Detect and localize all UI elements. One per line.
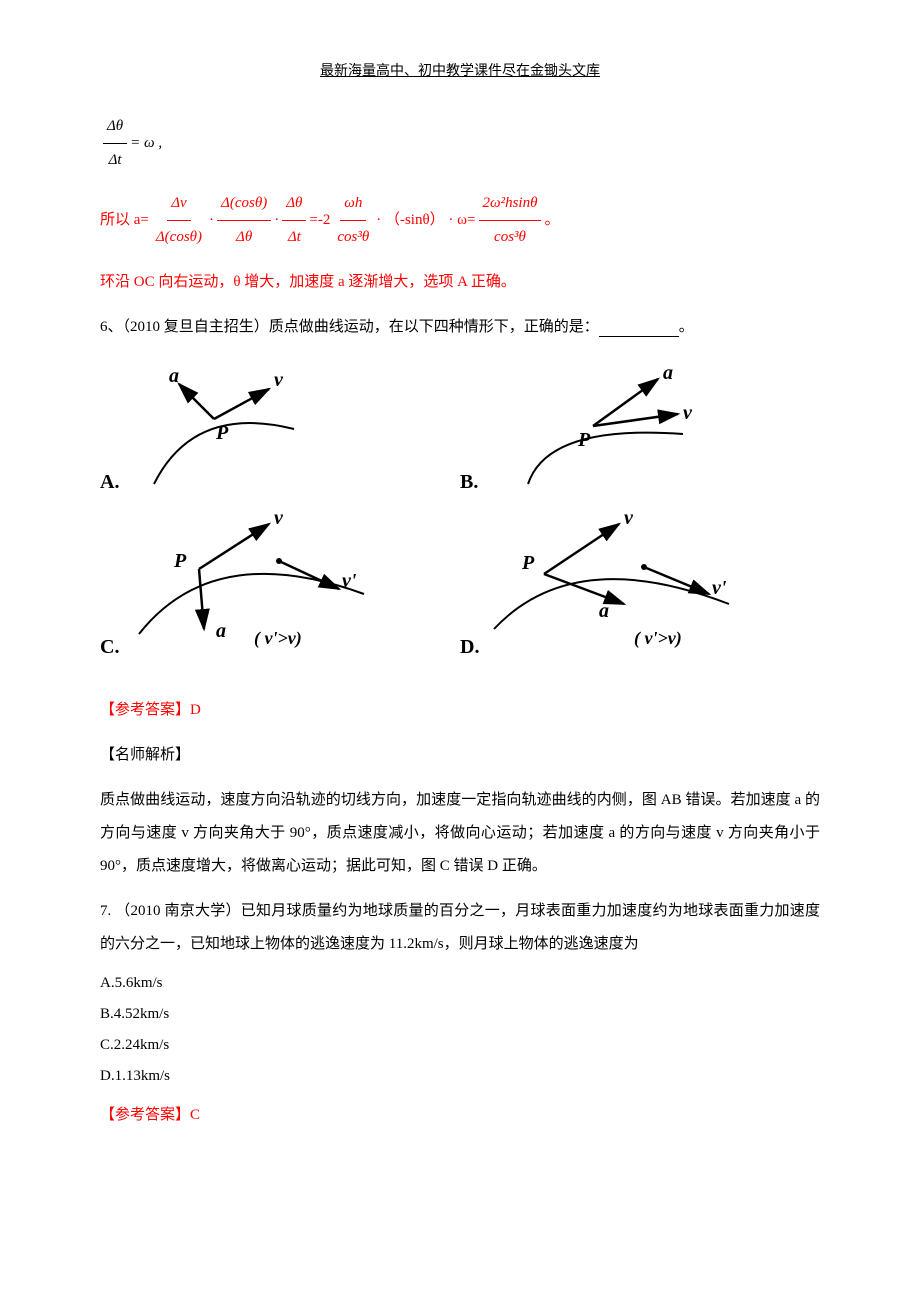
blank-line [599,319,679,337]
figure-B: B. a v P [460,364,820,494]
diagram-C: v a P v' ( v'>v) [124,509,384,659]
a-label-A: a [169,365,179,387]
option-7-D: D.1.13km/s [100,1068,820,1085]
answer-7-value: C [190,1107,200,1123]
analysis-text: 质点做曲线运动，速度方向沿轨迹的切线方向，加速度一定指向轨迹曲线的内侧，图 AB… [100,784,820,883]
v-label-A: v [274,369,284,391]
equation-2: 所以 a= Δv Δ(cosθ) · Δ(cosθ) Δθ · Δθ Δt =-… [100,187,820,254]
eq2-frac1: Δv Δ(cosθ) [152,187,206,254]
answer-7: 【参考答案】C [100,1099,820,1132]
question-6-text: 6、（2010 复旦自主招生）质点做曲线运动，在以下四种情形下，正确的是： [100,319,599,335]
option-7-A: A.5.6km/s [100,975,820,992]
question-7-text: 7. （2010 南京大学）已知月球质量约为地球质量的百分之一，月球表面重力加速… [100,903,820,952]
v-label-D: v [624,509,634,529]
eq2-suffix: 。 [544,204,559,237]
figure-C: C. v a P v' ( v'>v) [100,509,460,659]
p-label-D: P [521,552,535,574]
equation-1: Δθ Δt = ω , [100,110,820,177]
page-header: 最新海量高中、初中教学课件尽在金锄头文库 [100,60,820,80]
a-label-D: a [599,600,609,622]
figure-A: A. a v P [100,364,460,494]
label-B: B. [460,471,478,494]
diagram-D: v a P v' ( v'>v) [484,509,744,659]
eq1-equals: = ω , [130,127,162,160]
p-label-B: P [577,429,591,451]
question-6: 6、（2010 复旦自主招生）质点做曲线运动，在以下四种情形下，正确的是： 。 [100,311,820,344]
analysis-header: 【名师解析】 [100,739,820,772]
eq2-frac4: ωh cos³θ [333,187,373,254]
eq2-middle2: · （-sinθ） · ω= [376,204,475,237]
eq2-prefix: 所以 a= [100,204,149,237]
option-7-B: B.4.52km/s [100,1006,820,1023]
question-6-period: 。 [679,319,694,335]
eq2-frac5: 2ω²hsinθ cos³θ [479,187,542,254]
header-text: 最新海量高中、初中教学课件尽在金锄头文库 [320,64,600,79]
diagram-A: a v P [124,364,324,494]
eq2-dot1: · [209,204,214,237]
vp-label-C: v' [342,570,357,592]
v-label-B: v [683,402,693,424]
answer-6-label: 【参考答案】 [100,702,190,718]
figure-D: D. v a P v' ( v'>v) [460,509,820,659]
label-C: C. [100,636,119,659]
answer-6: 【参考答案】D [100,694,820,727]
label-A: A. [100,471,119,494]
eq2-frac2: Δ(cosθ) Δθ [217,187,271,254]
p-label-A: P [215,422,229,444]
eq2-dot2: · [274,204,279,237]
v-label-C: v [274,509,284,529]
p-label-C: P [173,550,187,572]
eq2-frac3: Δθ Δt [282,187,306,254]
diagram-B: a v P [483,364,713,494]
eq1-fraction: Δθ Δt [103,110,127,177]
eq2-middle: =-2 [309,204,330,237]
a-label-B: a [663,364,673,384]
vp-label-D: v' [712,577,727,599]
figure-row-2: C. v a P v' ( v'>v) D. [100,509,820,659]
label-D: D. [460,636,479,659]
conclusion-1: 环沿 OC 向右运动，θ 增大，加速度 a 逐渐增大，选项 A 正确。 [100,266,820,299]
note-C: ( v'>v) [254,628,302,649]
figure-row-1: A. a v P B. [100,364,820,494]
a-label-C: a [216,620,226,642]
answer-6-value: D [190,702,201,718]
option-7-C: C.2.24km/s [100,1037,820,1054]
figures-container: A. a v P B. [100,364,820,674]
question-7: 7. （2010 南京大学）已知月球质量约为地球质量的百分之一，月球表面重力加速… [100,895,820,961]
answer-7-label: 【参考答案】 [100,1107,190,1123]
note-D: ( v'>v) [634,628,682,649]
